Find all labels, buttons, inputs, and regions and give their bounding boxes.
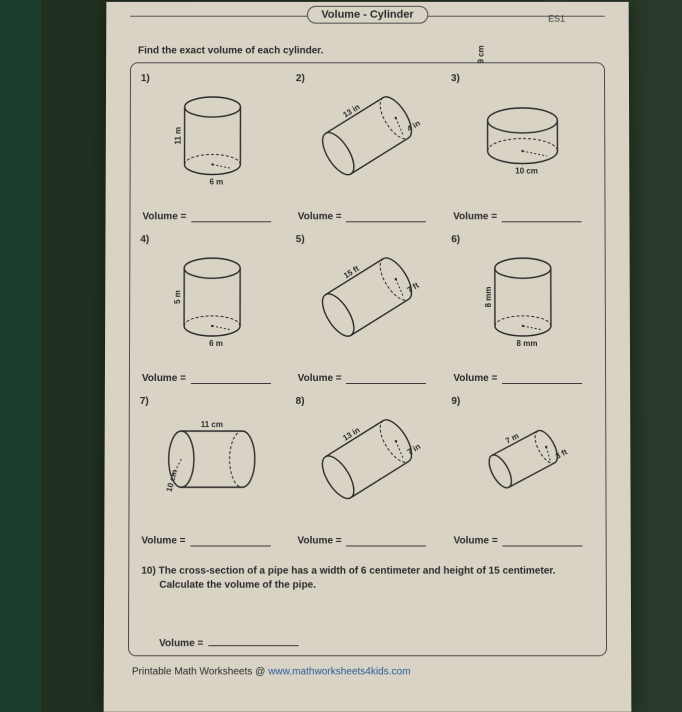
- svg-text:6 m: 6 m: [209, 177, 223, 186]
- cylinder-figure: 15 ft 7 ft: [294, 244, 442, 349]
- svg-text:8 mm: 8 mm: [517, 338, 538, 347]
- header-row: Score : Volume - Cylinder ES1: [130, 8, 605, 32]
- answer-label: Volume =: [141, 535, 185, 546]
- cylinder-figure: 13 in 4 in: [294, 83, 441, 187]
- word-problem-number: 10): [141, 566, 156, 577]
- answer-blank: [190, 545, 270, 546]
- problem-cell: 7) 11 cm 10 cm Volume =: [137, 392, 285, 553]
- problem-cell: 2) 13 in 4 in Volume =: [294, 69, 441, 228]
- answer-blank: [346, 383, 426, 384]
- answer-blank: [208, 645, 298, 646]
- answer-line: Volume =: [297, 535, 426, 546]
- word-problem-answer: Volume =: [141, 638, 594, 649]
- problem-cell: 5) 15 ft 7 ft Volume =: [294, 230, 442, 390]
- answer-line: Volume =: [298, 211, 427, 222]
- answer-line: Volume =: [141, 535, 270, 546]
- answer-label: Volume =: [142, 211, 186, 222]
- problem-cell: 1) 6 m 11 m Volume =: [138, 69, 286, 228]
- answer-label: Volume =: [159, 638, 203, 649]
- answer-blank: [346, 221, 426, 222]
- answer-line: Volume =: [142, 211, 271, 222]
- answer-label: Volume =: [298, 373, 342, 384]
- svg-text:4 in: 4 in: [406, 118, 423, 133]
- cylinder-figure: 10 cm 9 cm: [449, 83, 596, 187]
- problem-cell: 8) 13 in 7 in Volume =: [293, 392, 441, 553]
- svg-text:10 cm: 10 cm: [515, 166, 538, 175]
- worksheet-code: ES1: [548, 14, 565, 24]
- score-label: Score :: [545, 0, 573, 4]
- worksheet-title: Volume - Cylinder: [306, 6, 428, 24]
- answer-label: Volume =: [142, 373, 186, 384]
- footer-link: www.mathworksheets4kids.com: [268, 666, 410, 677]
- worksheet-paper: Score : Volume - Cylinder ES1 Find the e…: [104, 2, 632, 712]
- svg-text:5 m: 5 m: [173, 290, 182, 304]
- svg-text:10 cm: 10 cm: [164, 468, 179, 492]
- svg-text:6 m: 6 m: [209, 338, 223, 347]
- answer-line: Volume =: [453, 211, 582, 222]
- cylinder-figure: 8 mm 8 mm: [449, 244, 597, 349]
- svg-text:11 cm: 11 cm: [201, 420, 223, 429]
- problems-box: 1) 6 m 11 m Volume = 2) 13 in 4 in Volum…: [128, 62, 607, 656]
- cylinder-figure: 7 m 3 ft: [449, 406, 597, 511]
- answer-label: Volume =: [453, 211, 497, 222]
- instruction-text: Find the exact volume of each cylinder.: [130, 45, 605, 56]
- answer-line: Volume =: [454, 535, 583, 546]
- svg-text:7 in: 7 in: [406, 441, 423, 456]
- answer-line: Volume =: [453, 373, 582, 384]
- problem-cell: 3) 10 cm 9 cm Volume =: [449, 69, 597, 228]
- cylinder-figure: 6 m 11 m: [139, 83, 286, 187]
- word-problem-body: The cross-section of a pipe has a width …: [159, 566, 556, 591]
- answer-label: Volume =: [297, 535, 341, 546]
- svg-text:11 m: 11 m: [173, 126, 182, 144]
- answer-blank: [346, 545, 426, 546]
- problem-cell: 4) 6 m 5 m Volume =: [138, 230, 286, 390]
- answer-label: Volume =: [453, 373, 497, 384]
- problems-grid: 1) 6 m 11 m Volume = 2) 13 in 4 in Volum…: [137, 69, 597, 552]
- answer-label: Volume =: [454, 535, 498, 546]
- footer-prefix: Printable Math Worksheets @: [132, 666, 268, 677]
- answer-blank: [502, 221, 582, 222]
- answer-blank: [191, 383, 271, 384]
- problem-cell: 9) 7 m 3 ft Volume =: [449, 392, 597, 553]
- answer-label: Volume =: [298, 211, 342, 222]
- answer-line: Volume =: [142, 373, 271, 384]
- cylinder-figure: 6 m 5 m: [138, 244, 286, 349]
- svg-text:7 m: 7 m: [504, 431, 520, 445]
- problem-cell: 6) 8 mm 8 mm Volume =: [449, 230, 597, 390]
- svg-text:8 mm: 8 mm: [484, 286, 493, 307]
- sheet-content: Score : Volume - Cylinder ES1 Find the e…: [128, 8, 607, 700]
- svg-text:7 ft: 7 ft: [406, 280, 421, 294]
- answer-blank: [191, 221, 271, 222]
- word-problem: 10) The cross-section of a pipe has a wi…: [137, 559, 598, 654]
- word-problem-text: 10) The cross-section of a pipe has a wi…: [141, 565, 594, 592]
- answer-blank: [502, 383, 582, 384]
- cylinder-figure: 13 in 7 in: [293, 406, 441, 511]
- svg-text:9 cm: 9 cm: [477, 45, 486, 63]
- footer: Printable Math Worksheets @ www.mathwork…: [128, 666, 607, 677]
- answer-blank: [502, 545, 582, 546]
- cylinder-figure: 11 cm 10 cm: [137, 406, 285, 511]
- answer-line: Volume =: [298, 373, 427, 384]
